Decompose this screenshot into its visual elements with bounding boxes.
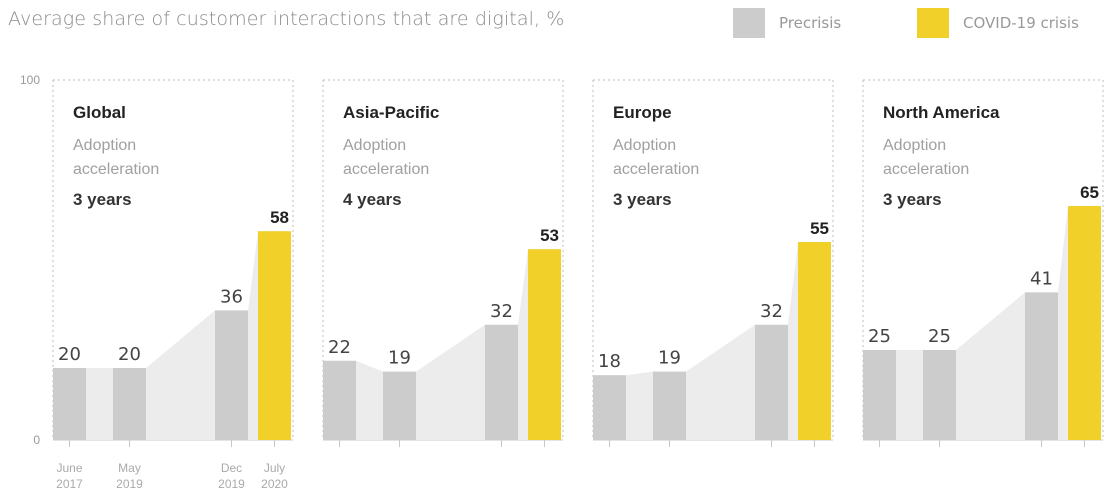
legend-swatch-covid: [917, 8, 949, 38]
bar-precrisis: [923, 350, 956, 440]
value-label: 20: [58, 344, 81, 365]
value-label: 53: [540, 226, 559, 245]
acceleration-value: 3 years: [883, 190, 942, 209]
panel-subtitle: acceleration: [73, 161, 159, 178]
acceleration-value: 4 years: [343, 190, 402, 209]
panel-subtitle: Adoption: [343, 137, 406, 154]
panel-global: [52, 79, 294, 447]
value-label: 19: [388, 348, 411, 369]
bar-covid: [528, 249, 561, 440]
value-label: 20: [118, 344, 141, 365]
panel-subtitle: acceleration: [613, 161, 699, 178]
value-label: 19: [658, 348, 681, 369]
value-label: 32: [490, 301, 513, 322]
bar-precrisis: [383, 371, 416, 440]
value-label: 22: [328, 337, 351, 358]
bar-precrisis: [653, 371, 686, 440]
x-category-label: July: [264, 461, 285, 475]
panel-title: North America: [883, 103, 1000, 122]
x-category-label: May: [118, 461, 141, 475]
value-label: 36: [220, 286, 243, 307]
x-category-label: 2019: [218, 477, 245, 491]
panel-subtitle: Adoption: [883, 137, 946, 154]
value-label: 32: [760, 301, 783, 322]
bar-precrisis: [53, 368, 86, 440]
legend-label-covid: COVID-19 crisis: [963, 14, 1079, 32]
value-label: 58: [270, 208, 289, 227]
panel-europe: [592, 79, 834, 447]
panel-subtitle: Adoption: [613, 137, 676, 154]
panel-asia-pacific: [322, 79, 564, 447]
bar-precrisis: [215, 310, 248, 440]
value-label: 55: [810, 219, 829, 238]
value-label: 18: [598, 351, 621, 372]
bar-precrisis: [755, 324, 788, 440]
bar-precrisis: [323, 360, 356, 440]
x-category-label: 2019: [116, 477, 143, 491]
panel-title: Asia-Pacific: [343, 103, 439, 122]
trend-area: [593, 242, 831, 440]
bar-precrisis: [485, 324, 518, 440]
panel-subtitle: acceleration: [883, 161, 969, 178]
x-category-label: Dec: [221, 461, 242, 475]
panel-title: Global: [73, 103, 126, 122]
value-label: 25: [868, 326, 891, 347]
acceleration-value: 3 years: [73, 190, 132, 209]
panel-subtitle: acceleration: [343, 161, 429, 178]
acceleration-value: 3 years: [613, 190, 672, 209]
panel-north-america: [862, 79, 1104, 447]
value-label: 25: [928, 326, 951, 347]
y-tick-0: 0: [33, 433, 40, 447]
panel-title: Europe: [613, 103, 672, 122]
x-category-label: 2017: [56, 477, 83, 491]
y-tick-100: 100: [20, 73, 40, 87]
value-label: 65: [1080, 183, 1099, 202]
legend-item-covid: COVID-19 crisis: [917, 8, 1079, 38]
trend-area: [323, 249, 561, 440]
legend-item-precrisis: Precrisis: [733, 8, 841, 38]
bar-precrisis: [593, 375, 626, 440]
bar-precrisis: [1025, 292, 1058, 440]
x-category-label: 2020: [261, 477, 288, 491]
bar-precrisis: [863, 350, 896, 440]
panel-subtitle: Adoption: [73, 137, 136, 154]
legend-swatch-precrisis: [733, 8, 765, 38]
value-label: 41: [1030, 268, 1053, 289]
bar-covid: [798, 242, 831, 440]
x-category-label: June: [56, 461, 82, 475]
bar-precrisis: [113, 368, 146, 440]
bar-covid: [1068, 206, 1101, 440]
trend-area: [53, 231, 291, 440]
chart-title: Average share of customer interactions t…: [8, 8, 565, 30]
bar-covid: [258, 231, 291, 440]
legend-label-precrisis: Precrisis: [779, 14, 842, 32]
trend-area: [863, 206, 1101, 440]
